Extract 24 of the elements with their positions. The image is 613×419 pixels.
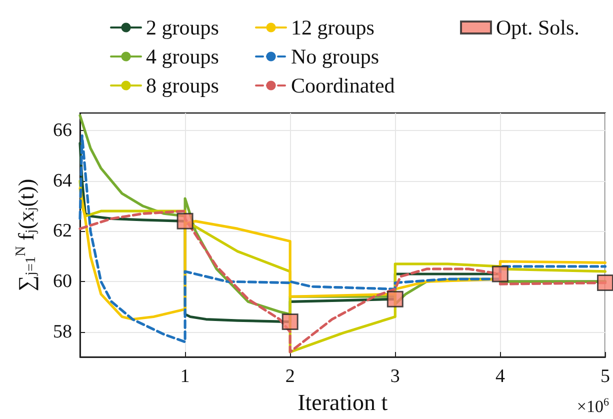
x-tick-label: 3 xyxy=(390,366,400,387)
y-tick-label: 62 xyxy=(53,220,72,242)
point xyxy=(597,274,613,292)
legend-label: 8 groups xyxy=(146,74,219,98)
legend-label: No groups xyxy=(291,44,380,68)
legend-label: 2 groups xyxy=(146,16,219,40)
legend-label: Coordinated xyxy=(291,74,396,98)
point xyxy=(176,212,194,230)
y-tick-label: 64 xyxy=(53,170,72,192)
y-axis-title: ∑j=1N fj(xj(t)) xyxy=(13,178,39,292)
y-tick-label: 58 xyxy=(53,321,72,342)
point xyxy=(282,314,298,330)
legend-label: 12 groups xyxy=(291,16,374,40)
x-tick-label: 1 xyxy=(180,366,190,387)
x-axis-title: Iteration t xyxy=(298,390,388,415)
x-tick-label: 5 xyxy=(600,366,610,387)
point xyxy=(386,290,404,308)
legend-label: 4 groups xyxy=(146,44,219,68)
legend-label: Opt. Sols. xyxy=(496,16,580,40)
point xyxy=(492,266,508,282)
x-tick-label: 4 xyxy=(495,366,506,387)
y-tick-label: 66 xyxy=(53,120,72,142)
x-tick-label: 2 xyxy=(285,366,295,387)
y-tick-label: 60 xyxy=(53,271,72,292)
